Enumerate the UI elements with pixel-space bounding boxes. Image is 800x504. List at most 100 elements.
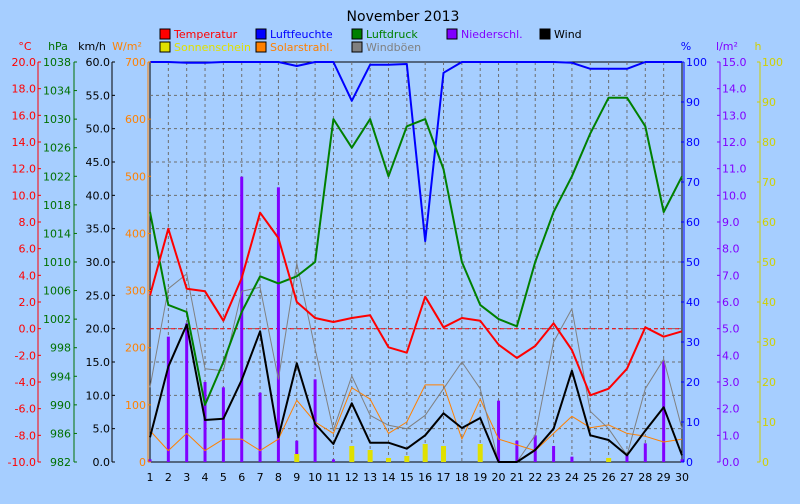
axis-tick-label: 994 <box>50 370 71 383</box>
axis-tick-label: 2.0 <box>722 403 740 416</box>
x-tick-label: 8 <box>275 471 282 484</box>
axis-tick-label: 1010 <box>43 256 71 269</box>
axis-tick-label: 4.0 <box>722 349 740 362</box>
series-line-Luftfeuchte <box>150 61 682 243</box>
axis-unit-label: hPa <box>48 40 68 53</box>
bar-Niederschl. <box>515 440 519 462</box>
axis-tick-label: 7.0 <box>722 269 740 282</box>
x-tick-label: 11 <box>326 471 340 484</box>
right-axes: 100908070605040302010015.014.013.012.011… <box>681 56 783 469</box>
bar-Niederschl. <box>570 456 574 462</box>
bar-Niederschl. <box>643 443 647 462</box>
legend-swatch <box>159 41 171 53</box>
axis-tick-label: 500 <box>125 170 146 183</box>
axis-tick-label: 2.0 <box>19 296 37 309</box>
axis-tick-label: 50.0 <box>86 123 111 136</box>
axis-tick-label: 700 <box>125 56 146 69</box>
bar-Niederschl. <box>203 382 207 462</box>
x-tick-label: 24 <box>565 471 579 484</box>
axis-tick-label: 1026 <box>43 142 71 155</box>
axis-tick-label: 70 <box>686 176 700 189</box>
bar-Niederschl. <box>276 187 280 463</box>
legend-swatch <box>539 28 551 40</box>
legend-swatch <box>351 41 363 53</box>
axis-tick-label: 10 <box>686 416 700 429</box>
axis-tick-label: 10.0 <box>12 189 37 202</box>
axis-tick-label: 1014 <box>43 227 71 240</box>
x-tick-label: 5 <box>220 471 227 484</box>
x-tick-label: 23 <box>547 471 561 484</box>
axis-tick-label: 990 <box>50 399 71 412</box>
bar-Niederschl. <box>295 440 299 462</box>
axis-tick-label: -6.0 <box>15 403 36 416</box>
axis-units: °C hPa km/h W/m²% l/m² h <box>18 40 761 53</box>
axis-tick-label: 6.0 <box>19 243 37 256</box>
axis-tick-label: 60 <box>686 216 700 229</box>
axis-tick-label: 15.0 <box>722 56 747 69</box>
bar-Niederschl. <box>166 336 170 462</box>
axis-tick-label: 20 <box>762 376 776 389</box>
axis-tick-label: 0 <box>762 456 769 469</box>
axis-tick-label: 30 <box>762 336 776 349</box>
bar-Sonnenschein <box>441 446 447 462</box>
legend-swatch <box>351 28 363 40</box>
legend-label: Niederschl. <box>461 28 523 41</box>
axis-tick-label: 30 <box>686 336 700 349</box>
axis-unit-label: l/m² <box>716 40 738 53</box>
bar-Niederschl. <box>497 400 501 462</box>
x-tick-label: 28 <box>638 471 652 484</box>
axis-tick-label: 8.0 <box>722 243 740 256</box>
legend: Temperatur Luftfeuchte Luftdruck Niederschl… <box>159 28 582 54</box>
series-line-Temperatur <box>149 211 683 397</box>
axis-tick-label: 90 <box>686 96 700 109</box>
axis-tick-label: 200 <box>125 342 146 355</box>
series-line-Windböen <box>149 262 683 463</box>
axis-tick-label: 1018 <box>43 199 71 212</box>
x-tick-label: 21 <box>510 471 524 484</box>
legend-label: Luftdruck <box>366 28 418 41</box>
axis-tick-label: 45.0 <box>86 156 111 169</box>
axis-tick-label: 25.0 <box>86 289 111 302</box>
legend-label: Sonnenschein <box>174 41 251 54</box>
x-tick-label: 7 <box>257 471 264 484</box>
x-tick-label: 4 <box>202 471 209 484</box>
axis-tick-label: 60 <box>762 216 776 229</box>
bar-Niederschl. <box>552 446 556 462</box>
bar-Sonnenschein <box>422 444 428 462</box>
axis-tick-label: 986 <box>50 427 71 440</box>
chart-title: November 2013 <box>347 9 460 25</box>
x-tick-label: 22 <box>528 471 542 484</box>
axis-tick-label: 11.0 <box>722 163 747 176</box>
legend-label: Temperatur <box>173 28 238 41</box>
x-axis: 1 2 3 4 5 6 7 8 9 10 11 12 13 14 15 16 17 18 19 20 21 22 23 24 2… <box>147 471 690 484</box>
bar-Niederschl. <box>662 360 666 462</box>
axis-tick-label: 80 <box>686 136 700 149</box>
axis-tick-label: 40.0 <box>86 189 111 202</box>
axis-tick-label: 100 <box>686 56 707 69</box>
bar-Sonnenschein <box>367 450 373 462</box>
axis-tick-label: 14.0 <box>722 83 747 96</box>
legend-label: Luftfeuchte <box>270 28 333 41</box>
axis-tick-label: 16.0 <box>12 109 37 122</box>
legend-label: Windböen <box>366 41 421 54</box>
axis-tick-label: 12.0 <box>722 136 747 149</box>
axis-tick-label: 80 <box>762 136 776 149</box>
axis-tick-label: 100 <box>762 56 783 69</box>
axis-tick-label: -8.0 <box>15 429 36 442</box>
axis-tick-label: 14.0 <box>12 136 37 149</box>
axis-tick-label: 998 <box>50 342 71 355</box>
axis-tick-label: 10 <box>762 416 776 429</box>
bar-Sonnenschein <box>606 458 612 462</box>
axis-tick-label: 20.0 <box>12 56 37 69</box>
axis-unit-label: W/m² <box>112 40 142 53</box>
axis-tick-label: 8.0 <box>19 216 37 229</box>
axis-tick-label: 1034 <box>43 85 71 98</box>
x-tick-label: 18 <box>455 471 469 484</box>
axis-unit-label: km/h <box>78 40 106 53</box>
axis-tick-label: 10.0 <box>86 389 111 402</box>
axis-tick-label: 400 <box>125 227 146 240</box>
x-tick-label: 14 <box>381 471 395 484</box>
x-tick-label: 3 <box>183 471 190 484</box>
axis-tick-label: -2.0 <box>15 349 36 362</box>
